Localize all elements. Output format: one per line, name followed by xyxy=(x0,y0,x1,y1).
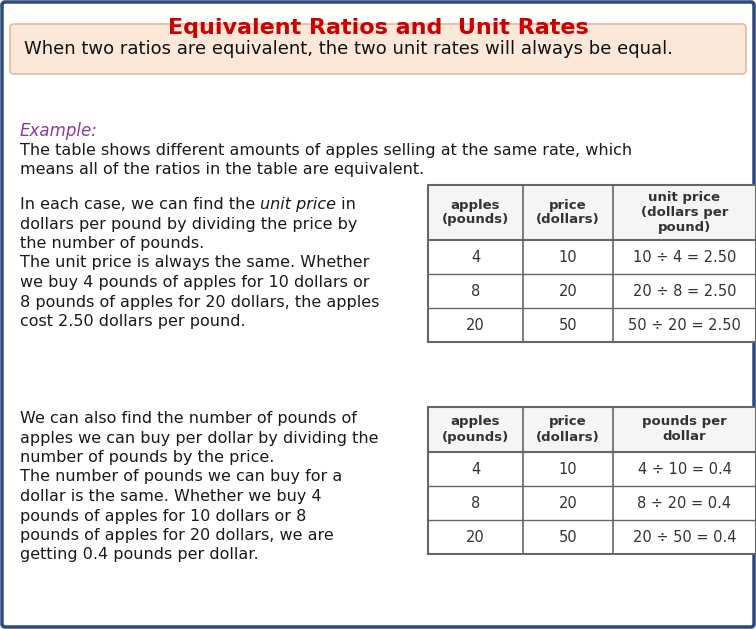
Text: dollar is the same. Whether we buy 4: dollar is the same. Whether we buy 4 xyxy=(20,489,321,504)
Text: 4 ÷ 10 = 0.4: 4 ÷ 10 = 0.4 xyxy=(637,462,732,477)
Text: apples we can buy per dollar by dividing the: apples we can buy per dollar by dividing… xyxy=(20,430,379,445)
Text: getting 0.4 pounds per dollar.: getting 0.4 pounds per dollar. xyxy=(20,547,259,562)
Bar xyxy=(428,185,756,342)
Bar xyxy=(428,407,756,452)
Text: pounds per
dollar: pounds per dollar xyxy=(642,416,727,443)
Text: 20: 20 xyxy=(559,284,578,299)
Text: The table shows different amounts of apples selling at the same rate, which: The table shows different amounts of app… xyxy=(20,143,632,158)
Text: apples
(pounds): apples (pounds) xyxy=(442,416,509,443)
Text: 20 ÷ 50 = 0.4: 20 ÷ 50 = 0.4 xyxy=(633,530,736,545)
Text: unit price: unit price xyxy=(260,197,336,212)
Text: number of pounds by the price.: number of pounds by the price. xyxy=(20,450,274,465)
Text: The unit price is always the same. Whether: The unit price is always the same. Wheth… xyxy=(20,255,370,270)
Text: 20 ÷ 8 = 2.50: 20 ÷ 8 = 2.50 xyxy=(633,284,736,299)
Text: 8: 8 xyxy=(471,496,480,511)
Text: pounds of apples for 20 dollars, we are: pounds of apples for 20 dollars, we are xyxy=(20,528,333,543)
Text: pounds of apples for 10 dollars or 8: pounds of apples for 10 dollars or 8 xyxy=(20,508,306,523)
Text: 10 ÷ 4 = 2.50: 10 ÷ 4 = 2.50 xyxy=(633,250,736,265)
Text: the number of pounds.: the number of pounds. xyxy=(20,236,204,251)
Bar xyxy=(428,185,756,342)
Bar xyxy=(428,407,756,554)
Text: 20: 20 xyxy=(559,496,578,511)
Text: 50: 50 xyxy=(559,318,578,333)
Text: we buy 4 pounds of apples for 10 dollars or: we buy 4 pounds of apples for 10 dollars… xyxy=(20,275,370,290)
Text: The number of pounds we can buy for a: The number of pounds we can buy for a xyxy=(20,469,342,484)
Text: 50: 50 xyxy=(559,530,578,545)
Text: 8 ÷ 20 = 0.4: 8 ÷ 20 = 0.4 xyxy=(637,496,732,511)
Text: in: in xyxy=(336,197,356,212)
Text: means all of the ratios in the table are equivalent.: means all of the ratios in the table are… xyxy=(20,162,424,177)
Text: 4: 4 xyxy=(471,462,480,477)
Text: In each case, we can find the: In each case, we can find the xyxy=(20,197,260,212)
Text: dollars per pound by dividing the price by: dollars per pound by dividing the price … xyxy=(20,216,358,231)
Text: 20: 20 xyxy=(466,530,485,545)
FancyBboxPatch shape xyxy=(10,24,746,74)
Bar xyxy=(428,407,756,554)
Text: cost 2.50 dollars per pound.: cost 2.50 dollars per pound. xyxy=(20,314,246,329)
Text: 10: 10 xyxy=(559,462,578,477)
Text: Equivalent Ratios and  Unit Rates: Equivalent Ratios and Unit Rates xyxy=(168,18,588,38)
Text: 8 pounds of apples for 20 dollars, the apples: 8 pounds of apples for 20 dollars, the a… xyxy=(20,294,380,309)
Text: 4: 4 xyxy=(471,250,480,265)
Bar xyxy=(428,185,756,240)
Text: apples
(pounds): apples (pounds) xyxy=(442,199,509,226)
Text: We can also find the number of pounds of: We can also find the number of pounds of xyxy=(20,411,357,426)
Text: Example:: Example: xyxy=(20,122,98,140)
Text: 10: 10 xyxy=(559,250,578,265)
Text: When two ratios are equivalent, the two unit rates will always be equal.: When two ratios are equivalent, the two … xyxy=(24,40,673,58)
Text: unit price
(dollars per
pound): unit price (dollars per pound) xyxy=(641,191,728,234)
Text: 50 ÷ 20 = 2.50: 50 ÷ 20 = 2.50 xyxy=(628,318,741,333)
Text: 8: 8 xyxy=(471,284,480,299)
Text: 20: 20 xyxy=(466,318,485,333)
Text: price
(dollars): price (dollars) xyxy=(536,199,600,226)
Text: price
(dollars): price (dollars) xyxy=(536,416,600,443)
